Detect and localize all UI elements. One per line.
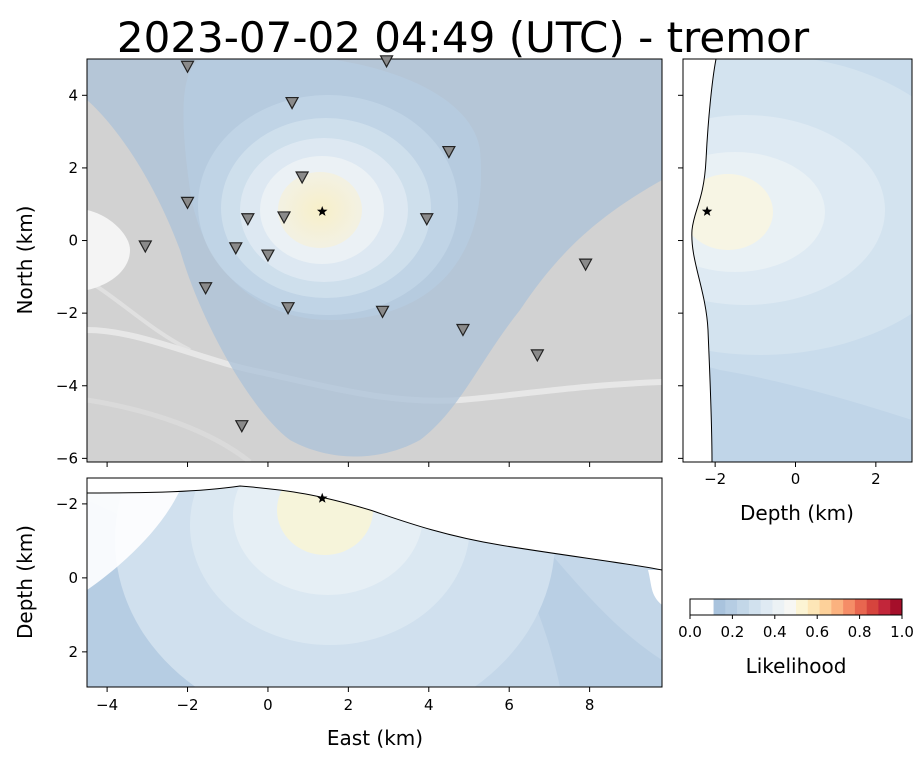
- station-marker-3: [441, 145, 456, 159]
- source-star-marker: [317, 206, 328, 216]
- colorbar-cell: [725, 599, 738, 615]
- source-markers: [317, 206, 328, 216]
- station-marker-15: [375, 305, 390, 319]
- colorbar-cell: [737, 599, 750, 615]
- map-y-tick-label: 4: [68, 86, 78, 104]
- colorbar-cell: [854, 599, 867, 615]
- colorbar-cells: [690, 599, 903, 615]
- map-x-axis: [106, 462, 591, 467]
- colorbar-tick-label: 0.6: [805, 623, 829, 641]
- colorbar-cell: [878, 599, 891, 615]
- station-marker-6: [240, 213, 255, 227]
- station-marker-12: [578, 258, 593, 272]
- east-depth-x-tick-label: 6: [504, 696, 514, 714]
- colorbar-cell: [784, 599, 797, 615]
- map-y-axis-label: North (km): [13, 206, 37, 315]
- station-marker-11: [260, 249, 275, 263]
- east-depth-y-axis-label: Depth (km): [13, 525, 37, 639]
- station-marker-5: [180, 196, 195, 210]
- source-star-marker: [317, 492, 328, 503]
- map-background: [87, 59, 662, 462]
- colorbar-cell: [701, 599, 714, 615]
- colorbar-cell: [690, 599, 703, 615]
- east-depth-x-tick-label: −2: [176, 696, 198, 714]
- figure-title: 2023-07-02 04:49 (UTC) - tremor: [117, 13, 810, 62]
- north-depth-x-tick-label: −2: [704, 470, 726, 488]
- station-marker-0: [180, 60, 195, 74]
- map-panel: −6 −4 −2 0 2 4 North (km): [13, 55, 663, 467]
- north-depth-y-axis: [678, 94, 683, 459]
- colorbar: 0.0 0.2 0.4 0.6 0.8 1.0 Likelihood: [678, 598, 914, 678]
- station-markers: [138, 55, 593, 433]
- colorbar-ticks: 0.0 0.2 0.4 0.6 0.8 1.0: [678, 615, 914, 641]
- north-depth-panel: −2 0 2 Depth (km): [678, 58, 913, 525]
- east-depth-y-tick-label: 2: [68, 643, 78, 661]
- colorbar-cell: [890, 599, 903, 615]
- station-marker-14: [281, 302, 296, 315]
- map-y-tick-label: −2: [56, 304, 78, 322]
- colorbar-cell: [760, 599, 773, 615]
- map-y-tick-label: −6: [56, 449, 78, 467]
- east-depth-y-tick-label: −2: [56, 495, 78, 513]
- colorbar-cell: [772, 599, 785, 615]
- map-y-tick-label: −4: [56, 377, 78, 395]
- station-marker-4: [295, 171, 310, 185]
- north-depth-x-axis: −2 0 2: [704, 462, 881, 488]
- station-marker-7: [277, 211, 292, 225]
- north-depth-background: [683, 59, 912, 462]
- map-y-tick-label: 0: [68, 232, 78, 250]
- station-marker-16: [455, 323, 470, 337]
- east-depth-x-tick-label: 0: [263, 696, 273, 714]
- colorbar-cell: [866, 599, 879, 615]
- station-marker-2: [285, 96, 300, 110]
- station-marker-10: [228, 242, 243, 256]
- colorbar-label: Likelihood: [746, 654, 847, 678]
- colorbar-cell: [843, 599, 856, 615]
- east-depth-x-tick-label: 4: [424, 696, 434, 714]
- colorbar-tick-label: 0.4: [763, 623, 787, 641]
- colorbar-cell: [831, 599, 844, 615]
- colorbar-tick-label: 1.0: [890, 623, 914, 641]
- east-depth-x-axis-label: East (km): [327, 726, 423, 750]
- colorbar-cell: [748, 599, 761, 615]
- east-depth-x-tick-label: −4: [96, 696, 118, 714]
- station-marker-13: [198, 282, 213, 295]
- colorbar-cell: [807, 599, 820, 615]
- east-depth-x-tick-label: 8: [585, 696, 595, 714]
- east-depth-background: [87, 478, 662, 687]
- east-depth-x-tick-label: 2: [344, 696, 354, 714]
- map-y-tick-label: 2: [68, 159, 78, 177]
- colorbar-tick-label: 0.0: [678, 623, 702, 641]
- colorbar-cell: [819, 599, 832, 615]
- colorbar-cell: [713, 599, 726, 615]
- station-marker-8: [419, 213, 434, 227]
- north-depth-x-tick-label: 2: [871, 470, 881, 488]
- station-marker-1: [379, 55, 394, 69]
- source-markers: [317, 492, 328, 503]
- station-marker-9: [138, 240, 153, 254]
- colorbar-cell: [796, 599, 809, 615]
- east-depth-y-tick-label: 0: [68, 569, 78, 587]
- east-depth-x-axis: −4 −2 0 2 4 6 8: [96, 687, 594, 714]
- source-markers: [701, 206, 713, 216]
- east-depth-panel: −4 −2 0 2 4 6 8 −2 0 2 East (km) Depth (km): [13, 477, 663, 750]
- north-depth-x-axis-label: Depth (km): [740, 501, 854, 525]
- station-marker-17: [530, 349, 545, 363]
- source-star-marker: [701, 206, 713, 216]
- east-depth-y-axis: −2 0 2: [56, 495, 87, 661]
- map-y-axis: −6 −4 −2 0 2 4: [56, 86, 87, 467]
- colorbar-tick-label: 0.2: [720, 623, 744, 641]
- colorbar-tick-label: 0.8: [848, 623, 872, 641]
- station-marker-18: [234, 420, 249, 433]
- north-depth-x-tick-label: 0: [791, 470, 801, 488]
